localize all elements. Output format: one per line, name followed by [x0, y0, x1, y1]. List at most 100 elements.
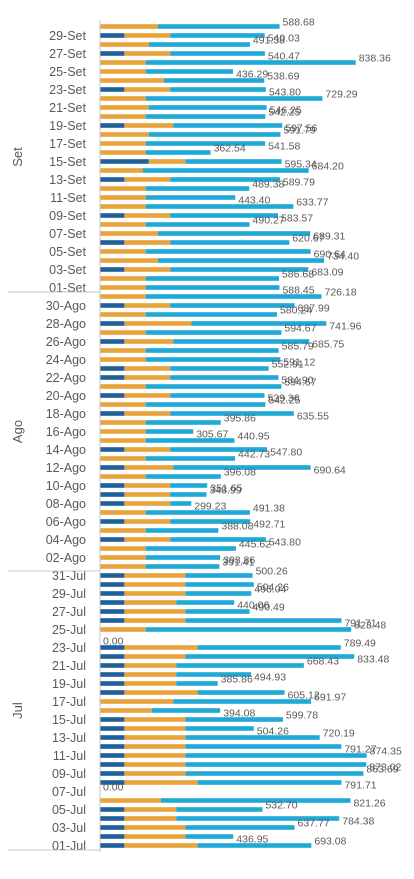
data-label: 542.25 — [268, 107, 300, 119]
bar-segment-cyan — [157, 24, 280, 29]
bar-segment-orange — [148, 159, 186, 164]
tick-label: 14-Ago — [46, 443, 86, 457]
bar-segment-cyan — [170, 33, 265, 38]
bar-segment-cyan — [145, 429, 194, 434]
bar-segment-dark — [100, 366, 125, 371]
bar-segment-cyan — [145, 312, 277, 317]
bar-segment-cyan — [176, 672, 251, 677]
tick-label: 04-Ago — [46, 533, 86, 547]
bar-segment-cyan — [145, 249, 311, 254]
tick-label: 10-Ago — [46, 479, 86, 493]
bar-segment-orange — [124, 816, 177, 821]
data-label: 833.48 — [357, 654, 389, 666]
tick-label: 25-Set — [49, 65, 86, 79]
bar-segment-cyan — [170, 303, 295, 308]
bar-segment-orange — [124, 375, 171, 380]
tick-label: 09-Set — [49, 209, 86, 223]
data-label: 605.12 — [288, 690, 320, 702]
data-label: 362.54 — [214, 143, 246, 155]
data-label: 591.79 — [283, 125, 315, 137]
data-label: 396.08 — [224, 467, 256, 479]
data-label: 589.79 — [283, 177, 315, 189]
bar-segment-cyan — [176, 807, 263, 812]
bar-segment-dark — [100, 825, 125, 830]
data-label: 445.62 — [239, 539, 271, 551]
bar-segment-cyan — [161, 798, 351, 803]
bar-segment-dark — [100, 87, 125, 92]
bar-segment-cyan — [170, 366, 269, 371]
bar-segment-orange — [124, 267, 171, 272]
tick-label: 05-Jul — [52, 803, 86, 817]
tick-label: 13-Jul — [52, 731, 86, 745]
bar-segment-cyan — [185, 618, 342, 623]
bar-segment-cyan — [145, 348, 279, 353]
tick-label: 17-Set — [49, 137, 86, 151]
bar-segment-cyan — [197, 645, 341, 650]
bar-segment-cyan — [176, 600, 235, 605]
tick-label: 11-Jul — [53, 749, 86, 763]
bar-segment-orange — [124, 537, 171, 542]
bar-segment-orange — [100, 510, 146, 515]
data-label: 729.29 — [325, 89, 357, 101]
bar-segment-cyan — [173, 123, 283, 128]
bar-segment-orange — [100, 528, 146, 533]
bar-segment-orange — [100, 708, 152, 713]
data-label: 591.12 — [283, 357, 315, 369]
bar-segment-cyan — [185, 825, 295, 830]
bar-segment-cyan — [145, 357, 281, 362]
data-label: 494.93 — [254, 672, 286, 684]
bar-segment-cyan — [145, 510, 250, 515]
data-label: 873.02 — [369, 762, 401, 774]
bar-segment-dark — [100, 654, 125, 659]
tick-label: 20-Ago — [46, 389, 86, 403]
bar-segment-orange — [124, 177, 171, 182]
bar-segment-orange — [100, 348, 146, 353]
bar-segment-cyan — [145, 474, 221, 479]
tick-label: 27-Jul — [52, 605, 86, 619]
bar-segment-dark — [100, 753, 125, 758]
bar-segment-cyan — [176, 681, 218, 686]
bar-segment-dark — [100, 609, 125, 614]
data-label: 585.79 — [282, 341, 314, 353]
bar-segment-orange — [124, 825, 186, 830]
data-label: 588.68 — [283, 17, 315, 29]
bar-segment-dark — [100, 483, 125, 488]
data-label: 490.49 — [253, 602, 285, 614]
bar-segment-dark — [100, 717, 125, 722]
bar-segment-orange — [124, 492, 171, 497]
data-label: 440.95 — [237, 431, 269, 443]
data-label: 504.26 — [257, 582, 289, 594]
bar-segment-orange — [100, 312, 146, 317]
bar-segment-cyan — [145, 420, 221, 425]
bar-segment-cyan — [145, 114, 266, 119]
tick-label: 25-Jul — [52, 623, 86, 637]
bar-segment-orange — [100, 249, 146, 254]
data-label: 436.95 — [236, 834, 268, 846]
data-label: 693.08 — [314, 836, 346, 848]
tick-label: 27-Set — [49, 47, 86, 61]
tick-label: 02-Ago — [46, 551, 86, 565]
data-label: 500.26 — [256, 566, 288, 578]
data-label: 791.71 — [344, 618, 376, 630]
bar-segment-cyan — [145, 627, 352, 632]
data-label: 594.67 — [284, 323, 316, 335]
bar-segment-cyan — [170, 519, 251, 524]
data-label: 791.71 — [344, 780, 376, 792]
bar-segment-orange — [124, 654, 186, 659]
bar-segment-orange — [100, 222, 146, 227]
data-label: 668.43 — [307, 656, 339, 668]
data-label: 490.27 — [253, 215, 285, 227]
bar-segment-orange — [100, 357, 146, 362]
tick-label: 16-Ago — [46, 425, 86, 439]
bar-segment-dark — [100, 213, 125, 218]
tick-label: 30-Ago — [46, 299, 86, 313]
bar-segment-cyan — [145, 186, 250, 191]
bar-segment-orange — [124, 780, 198, 785]
data-label: 685.75 — [312, 339, 344, 351]
data-label: 633.77 — [296, 197, 328, 209]
bar-segment-orange — [100, 42, 149, 47]
data-label: 599.78 — [286, 710, 318, 722]
data-label: 584.90 — [281, 375, 313, 387]
group-label: Ago — [10, 420, 25, 443]
data-label: 443.40 — [238, 195, 270, 207]
